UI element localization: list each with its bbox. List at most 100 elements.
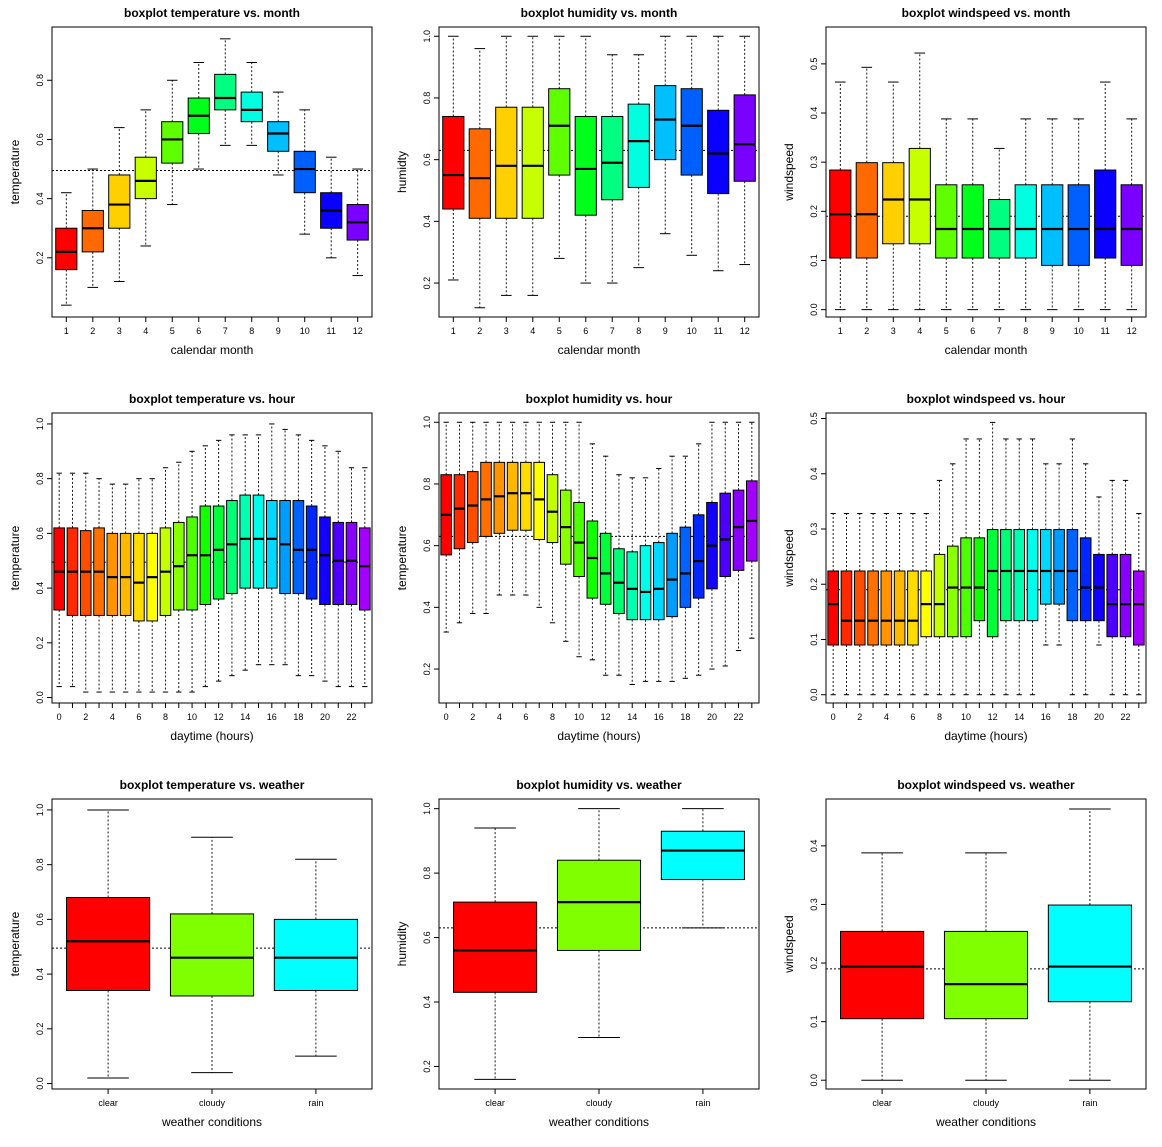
plot-frame bbox=[51, 412, 373, 704]
box-17 bbox=[279, 428, 291, 666]
box-3 bbox=[93, 478, 105, 693]
box-13 bbox=[613, 474, 625, 676]
box-2 bbox=[468, 48, 491, 309]
box-13 bbox=[226, 434, 238, 677]
iqr-box bbox=[935, 184, 958, 259]
y-tick-label: 0.6 bbox=[422, 931, 432, 944]
chart-title: boxplot humidity vs. month bbox=[521, 6, 678, 20]
x-tick-label: rain bbox=[695, 1098, 710, 1108]
x-tick-label: 16 bbox=[1041, 712, 1051, 722]
x-tick-label: 10 bbox=[300, 326, 310, 336]
y-tick-label: 0.6 bbox=[422, 153, 432, 166]
y-tick-label: 0.4 bbox=[35, 582, 45, 595]
box-14 bbox=[626, 477, 639, 685]
box-19 bbox=[1079, 463, 1092, 696]
x-tick-label: clear bbox=[98, 1098, 118, 1108]
x-tick-label: 14 bbox=[627, 712, 637, 722]
x-tick-label: 9 bbox=[276, 326, 281, 336]
box-3 bbox=[882, 81, 905, 311]
iqr-box bbox=[466, 471, 479, 544]
iqr-box bbox=[521, 106, 544, 219]
iqr-box bbox=[986, 529, 999, 638]
x-tick-label: 4 bbox=[884, 712, 889, 722]
iqr-box bbox=[133, 532, 145, 622]
iqr-box bbox=[265, 500, 278, 589]
x-tick-label: 8 bbox=[249, 326, 254, 336]
box-3 bbox=[108, 127, 131, 282]
box-19 bbox=[305, 439, 318, 677]
box-3 bbox=[867, 513, 879, 696]
boxplot-panel-2: boxplot windspeed vs. month 0.0 0.1 0.2 0.3 0… bbox=[782, 6, 1147, 357]
x-tick-label: 22 bbox=[1121, 712, 1131, 722]
iqr-box bbox=[961, 184, 984, 259]
x-tick-label: 2 bbox=[477, 326, 482, 336]
y-tick-label: 0.4 bbox=[809, 107, 819, 120]
x-tick-label: 18 bbox=[680, 712, 690, 722]
iqr-box bbox=[1053, 529, 1065, 605]
x-tick-label: 4 bbox=[530, 326, 535, 336]
box-7 bbox=[601, 54, 624, 284]
y-axis-label: temperature bbox=[8, 139, 22, 204]
iqr-box bbox=[574, 115, 597, 216]
x-tick-label: 18 bbox=[1067, 712, 1077, 722]
iqr-box bbox=[345, 521, 358, 606]
iqr-box bbox=[1014, 184, 1037, 259]
chart-title: boxplot windspeed vs. hour bbox=[907, 392, 1066, 406]
x-tick-label: 10 bbox=[1074, 326, 1084, 336]
plot-frame bbox=[825, 26, 1147, 318]
iqr-box bbox=[305, 505, 318, 600]
box-16 bbox=[1039, 463, 1052, 646]
y-tick-label: 0.0 bbox=[809, 688, 819, 701]
box-0 bbox=[827, 513, 839, 696]
boxplot-panel-7: boxplot humidity vs. weather 0.2 0.4 0.6 0.8… bbox=[395, 778, 760, 1129]
chart-title: boxplot temperature vs. hour bbox=[129, 392, 295, 406]
x-tick-label: 16 bbox=[654, 712, 664, 722]
y-tick-label: 1.0 bbox=[422, 416, 432, 429]
y-tick-label: 0.0 bbox=[809, 1074, 819, 1087]
box-11 bbox=[973, 438, 986, 696]
box-15 bbox=[639, 477, 652, 682]
iqr-box bbox=[81, 209, 104, 253]
iqr-box bbox=[666, 532, 678, 618]
box-1 bbox=[829, 81, 852, 311]
box-12 bbox=[212, 439, 225, 682]
y-tick-label: 0.5 bbox=[809, 58, 819, 71]
x-tick-label: 20 bbox=[1094, 712, 1104, 722]
iqr-box bbox=[893, 570, 906, 646]
y-tick-label: 0.3 bbox=[809, 523, 819, 536]
chart-title: boxplot humidity vs. weather bbox=[516, 778, 682, 792]
iqr-box bbox=[169, 913, 255, 997]
y-tick-label: 0.2 bbox=[422, 1060, 432, 1073]
iqr-box bbox=[359, 527, 371, 611]
box-5 bbox=[119, 483, 132, 693]
iqr-box bbox=[134, 156, 157, 200]
y-axis-label: windspeed bbox=[782, 915, 796, 973]
iqr-box bbox=[639, 545, 652, 621]
iqr-box bbox=[293, 150, 316, 194]
box-11 bbox=[320, 156, 343, 259]
iqr-box bbox=[1066, 529, 1079, 622]
iqr-box bbox=[840, 930, 925, 1020]
iqr-box bbox=[586, 520, 599, 599]
iqr-box bbox=[867, 570, 879, 646]
iqr-box bbox=[733, 94, 756, 182]
iqr-box bbox=[1133, 570, 1145, 646]
y-tick-label: 0.3 bbox=[809, 898, 819, 911]
iqr-box bbox=[627, 103, 650, 188]
iqr-box bbox=[119, 532, 132, 616]
iqr-box bbox=[943, 930, 1029, 1020]
iqr-box bbox=[732, 489, 745, 571]
box-22 bbox=[732, 421, 745, 652]
plot-frame bbox=[438, 412, 760, 704]
y-tick-label: 0.2 bbox=[809, 578, 819, 591]
iqr-box bbox=[55, 227, 78, 271]
box-cloudy bbox=[943, 852, 1029, 1081]
iqr-box bbox=[106, 532, 119, 616]
y-tick-label: 0.6 bbox=[35, 527, 45, 540]
y-axis-label: humidty bbox=[395, 151, 409, 193]
x-tick-label: 22 bbox=[734, 712, 744, 722]
box-10 bbox=[293, 109, 316, 235]
boxplot-panel-1: boxplot humidity vs. month 0.2 0.4 0.6 0.8 1.… bbox=[395, 6, 760, 357]
iqr-box bbox=[292, 500, 305, 595]
y-tick-label: 1.0 bbox=[422, 30, 432, 43]
